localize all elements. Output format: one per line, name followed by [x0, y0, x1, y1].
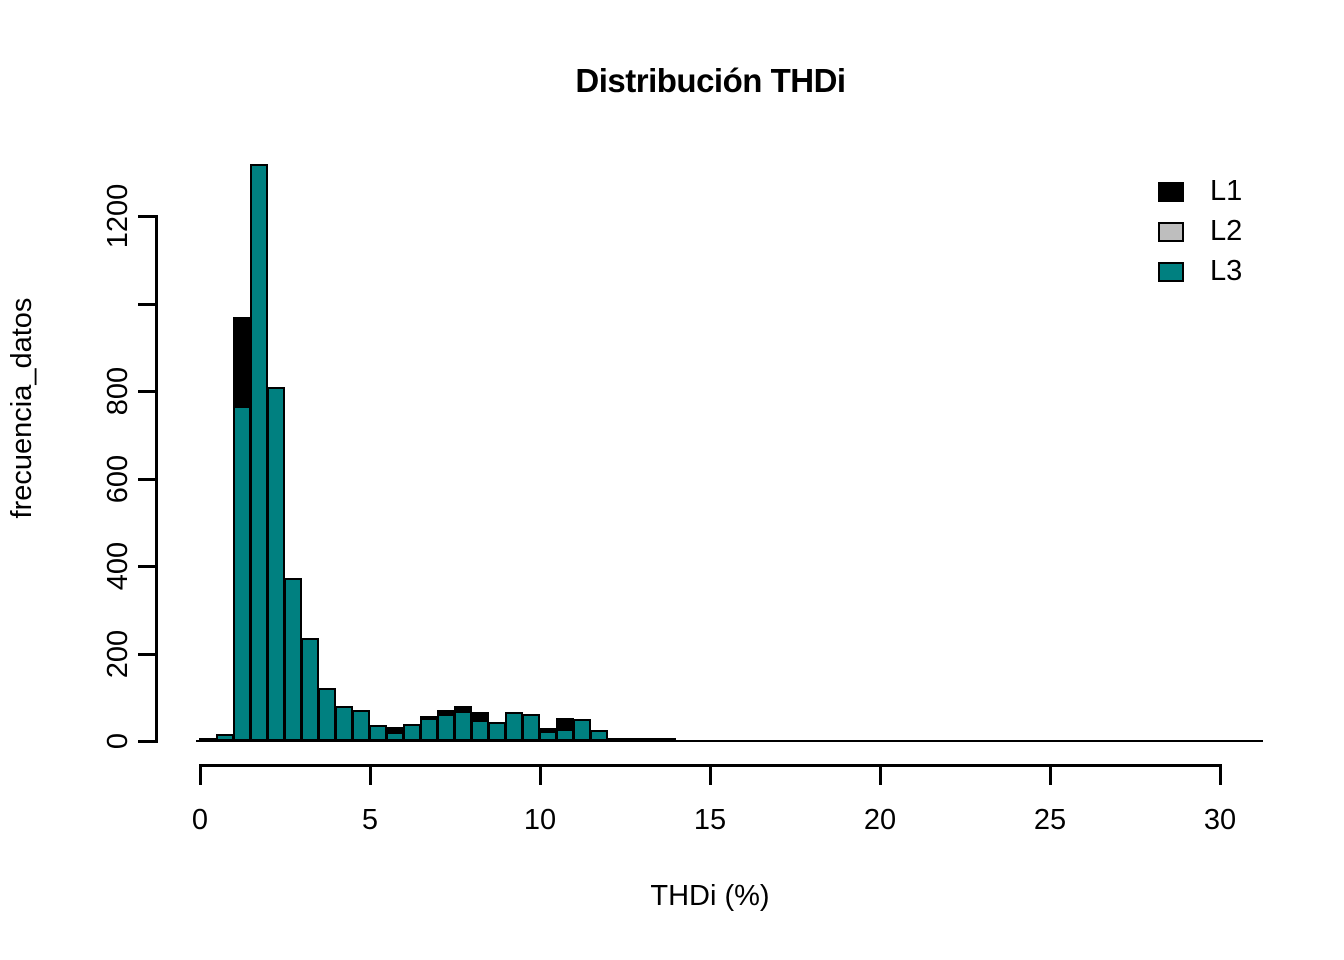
- histogram-bar-l3: [590, 730, 608, 741]
- histogram-bar-l3: [471, 720, 489, 741]
- y-axis-tick: [138, 477, 155, 481]
- x-axis-tick-label: 5: [361, 804, 379, 836]
- histogram-bar-l3: [488, 722, 506, 741]
- histogram-bar-l3: [658, 738, 676, 742]
- histogram-baseline: [196, 740, 1264, 742]
- x-axis-tick: [199, 764, 202, 785]
- chart-title: Distribución THDi: [575, 62, 846, 99]
- histogram-bar-l3: [522, 714, 540, 741]
- histogram-bar-l3: [250, 163, 268, 741]
- histogram-bar-l3: [641, 738, 659, 742]
- y-axis-tick: [138, 390, 155, 393]
- histogram-bar-l3: [386, 732, 404, 741]
- y-axis-tick: [138, 740, 155, 743]
- y-axis-tick-label: 400: [102, 541, 134, 591]
- y-axis-tick: [138, 302, 155, 306]
- histogram-bar-l3: [420, 718, 438, 741]
- histogram-bar-l3: [199, 738, 217, 742]
- x-axis-tick-label: 30: [1203, 804, 1237, 836]
- y-axis-tick: [138, 215, 155, 218]
- histogram-bar-l3: [369, 724, 387, 741]
- y-axis-title: frecuencia_datos: [6, 297, 38, 519]
- histogram-bar-l3: [624, 738, 642, 742]
- x-axis-tick-label: 15: [693, 804, 727, 836]
- legend: L1 L2 L3: [1158, 175, 1243, 301]
- histogram-bar-l3: [284, 578, 302, 741]
- histogram-bar-l3: [573, 719, 591, 741]
- legend-swatch-l2: [1158, 221, 1184, 242]
- legend-item-l3: L3: [1158, 255, 1243, 287]
- histogram-bar-l3: [233, 406, 251, 741]
- histogram-bar-l3: [335, 706, 353, 741]
- histogram-bar-l3: [318, 688, 336, 741]
- y-axis-tick: [138, 652, 155, 656]
- x-axis-tick: [369, 764, 372, 785]
- y-axis-tick: [138, 565, 155, 568]
- histogram-bar-l3: [556, 729, 574, 741]
- x-axis-tick-label: 10: [523, 804, 557, 836]
- y-axis-tick-label: 1200: [102, 183, 134, 249]
- histogram-bar-l3: [437, 713, 455, 741]
- legend-swatch-l1: [1158, 181, 1184, 202]
- histogram-bar-l3: [539, 730, 557, 741]
- histogram-bar-l3: [352, 709, 370, 741]
- legend-item-l2: L2: [1158, 215, 1243, 247]
- histogram-bar-l3: [454, 710, 472, 741]
- y-axis-tick-label: 200: [102, 629, 134, 678]
- histogram-bar-l3: [216, 734, 234, 741]
- legend-label: L2: [1210, 215, 1243, 247]
- histogram-bar-l3: [505, 712, 523, 741]
- legend-item-l1: L1: [1158, 175, 1243, 207]
- x-axis-tick: [709, 764, 712, 785]
- x-axis-title: THDi (%): [650, 880, 770, 912]
- y-axis-tick-label: 0: [102, 732, 134, 750]
- x-axis-tick-label: 0: [191, 804, 209, 836]
- x-axis-tick: [1219, 764, 1222, 785]
- histogram-bar-l3: [301, 638, 319, 741]
- y-axis-tick-label: 800: [102, 366, 134, 416]
- y-axis-line: [155, 215, 158, 743]
- x-axis-tick-label: 25: [1033, 804, 1067, 836]
- x-axis-tick: [879, 764, 882, 785]
- x-axis-tick: [539, 764, 542, 785]
- legend-label: L1: [1210, 175, 1243, 207]
- x-axis-tick-label: 20: [863, 804, 897, 836]
- y-axis-tick-label: 600: [102, 454, 134, 503]
- legend-swatch-l3: [1158, 261, 1184, 282]
- histogram-bar-l3: [607, 737, 625, 742]
- legend-label: L3: [1210, 255, 1243, 287]
- histogram-bar-l3: [403, 724, 421, 741]
- x-axis-tick: [1049, 764, 1052, 785]
- histogram-bar-l3: [267, 386, 285, 741]
